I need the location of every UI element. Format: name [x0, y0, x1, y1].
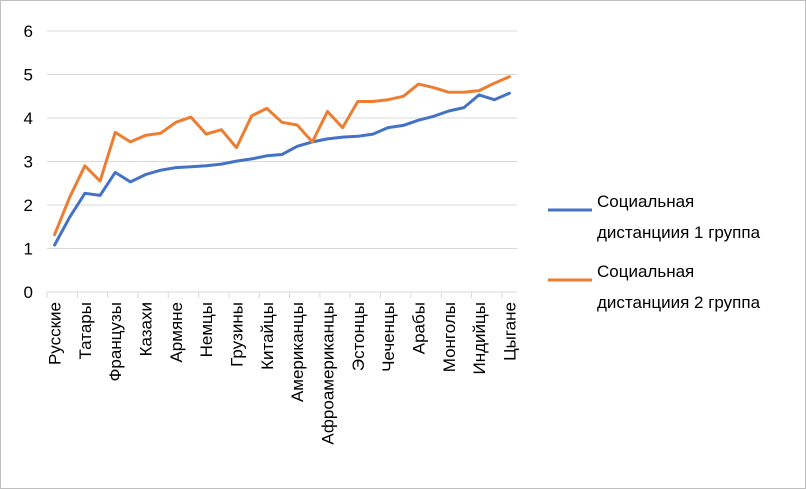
y-tick-label: 5 — [24, 66, 33, 85]
y-tick-label: 2 — [24, 196, 33, 215]
x-axis-tick-labels: Русские Татары Французы Казахи Армяне Немцы Гр… — [46, 302, 520, 445]
legend-label-2: Социальная дистанциия 2 группа — [597, 262, 761, 312]
x-tick-label: Армяне — [167, 302, 186, 363]
x-tick-label: Татары — [76, 302, 95, 359]
x-tick-label: Афроамериканцы — [318, 302, 337, 445]
y-tick-label: 3 — [24, 153, 33, 172]
x-tick-label: Арабы — [409, 302, 428, 354]
x-tick-label: Эстонцы — [349, 302, 368, 371]
x-tick-label: Русские — [46, 302, 65, 365]
legend: Социальная дистанциия 1 группа Социальная д… — [548, 192, 761, 312]
series-lines — [53, 75, 511, 247]
series-line-2 — [53, 75, 511, 237]
y-axis-tick-labels: 0 1 2 3 4 5 6 — [24, 22, 33, 302]
x-tick-label: Казахи — [137, 302, 156, 356]
series-line-1 — [53, 91, 511, 247]
x-tick-label: Немцы — [197, 302, 216, 357]
x-tick-label: Цыгане — [500, 302, 519, 361]
y-tick-label: 1 — [24, 240, 33, 259]
x-axis — [46, 291, 517, 298]
y-tick-label: 6 — [24, 22, 33, 41]
legend-label-1: Социальная дистанциия 1 группа — [597, 192, 761, 242]
x-tick-label: Американцы — [288, 302, 307, 402]
x-tick-label: Монголы — [440, 302, 459, 372]
x-tick-label: Индийцы — [470, 302, 489, 374]
y-tick-label: 0 — [24, 283, 33, 302]
x-tick-label: Французы — [106, 302, 125, 381]
x-tick-label: Китайцы — [258, 302, 277, 370]
y-tick-label: 4 — [24, 109, 33, 128]
gridlines — [47, 30, 517, 249]
x-tick-label: Грузины — [228, 302, 247, 367]
x-tick-label: Чеченцы — [379, 302, 398, 372]
